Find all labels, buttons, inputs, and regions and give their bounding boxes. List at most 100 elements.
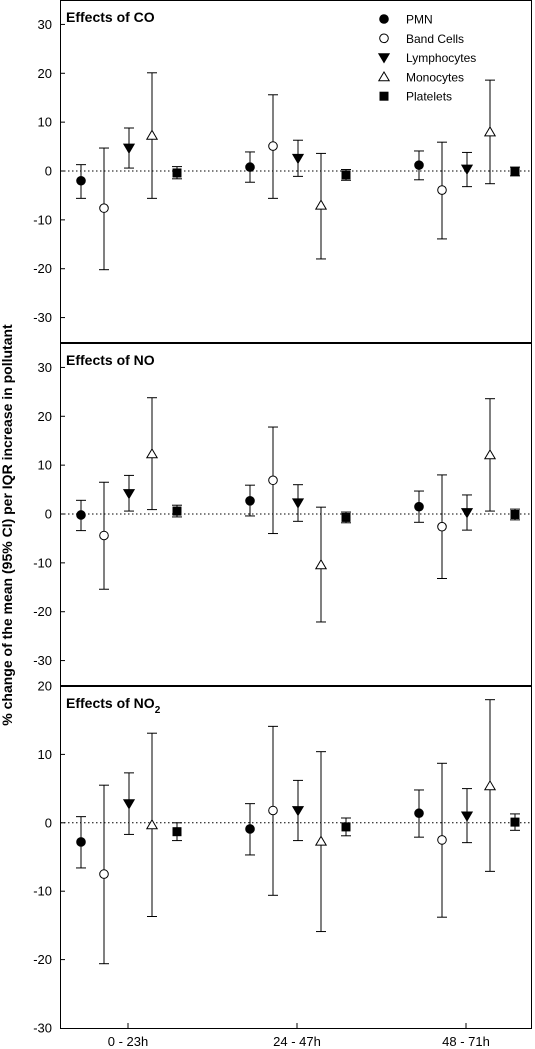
panel-title: Effects of CO: [66, 9, 155, 25]
x-tick-label: 48 - 71h: [442, 1034, 490, 1049]
band-cells-marker: [99, 530, 109, 541]
y-tick-label: -10: [33, 555, 52, 570]
platelets-marker: [172, 827, 182, 837]
legend-band-cells-marker: [379, 33, 389, 44]
data-point: [268, 94, 278, 199]
platelets-marker: [341, 170, 351, 180]
data-point: [268, 725, 278, 896]
lymphocytes-marker: [291, 153, 305, 165]
platelets-marker: [341, 822, 351, 832]
legend-lymphocytes-marker: [377, 53, 391, 64]
pmn-marker: [414, 808, 424, 819]
data-point: [510, 508, 520, 521]
data-point: [291, 484, 305, 522]
data-point: [172, 504, 182, 518]
lymphocytes-marker: [122, 143, 136, 154]
data-point: [460, 151, 474, 188]
data-point: [437, 474, 447, 579]
monocytes-marker: [314, 558, 328, 570]
platelets-marker: [510, 509, 520, 519]
legend-entry: Monocytes: [377, 70, 464, 84]
y-tick-label: 30: [38, 17, 52, 32]
data-point: [245, 484, 255, 517]
lymphocytes-marker: [122, 489, 136, 500]
y-tick-label: 20: [38, 66, 52, 81]
panel-3: -20 -10 0 10 -30 20 Effects of NO2: [33, 679, 532, 1036]
panel-frame: [60, 686, 532, 1029]
platelets-marker: [510, 166, 520, 176]
data-point: [414, 150, 424, 181]
data-point: [99, 481, 109, 590]
monocytes-marker: [145, 447, 159, 459]
data-point: [314, 506, 328, 623]
lymphocytes-marker: [460, 164, 474, 175]
legend-entry: PMN: [379, 13, 433, 27]
x-tick-label: 24 - 47h: [273, 1034, 321, 1049]
data-point: [172, 822, 182, 842]
monocytes-marker: [483, 448, 497, 460]
band-cells-marker: [99, 869, 109, 879]
legend-pmn-marker: [379, 14, 389, 24]
lymphocytes-marker: [460, 508, 474, 519]
pmn-marker: [414, 160, 424, 170]
y-tick-label: -30: [33, 310, 52, 325]
data-point: [99, 784, 109, 965]
monocytes-marker: [483, 779, 497, 791]
panels-layer: -30 -20 -10 0 10 20 30 Effects of CO -30 -20 -10 0 1…: [33, 0, 532, 1049]
data-point: [341, 511, 351, 524]
data-point: [437, 762, 447, 918]
legend-label: Platelets: [406, 90, 452, 104]
data-point: [510, 813, 520, 831]
y-tick-label: 10: [38, 458, 52, 473]
monocytes-marker: [145, 129, 159, 140]
data-point: [122, 772, 136, 835]
data-point: [341, 817, 351, 837]
data-point: [76, 816, 86, 869]
y-tick-label: -30: [33, 653, 52, 668]
legend: PMN Band Cells Lymphocytes Monocytes Platele…: [377, 13, 476, 104]
pmn-marker: [76, 175, 86, 186]
band-cells-marker: [437, 185, 447, 195]
data-point: [145, 732, 159, 918]
band-cells-marker: [437, 521, 447, 532]
lymphocytes-marker: [291, 806, 305, 817]
platelets-marker: [172, 168, 182, 178]
monocytes-marker: [483, 125, 497, 137]
platelets-marker: [341, 512, 351, 522]
y-tick-label: 30: [38, 360, 52, 375]
legend-label: Monocytes: [406, 70, 464, 84]
y-tick-label: -10: [33, 884, 52, 899]
y-tick-label: 20: [38, 679, 52, 694]
data-point: [341, 169, 351, 181]
panel-title: Effects of NO: [66, 352, 155, 368]
y-axis-label: % change of the mean (95% CI) per IQR in…: [0, 324, 15, 726]
y-tick-label: 0: [45, 507, 52, 522]
y-tick-label: -20: [33, 261, 52, 276]
data-point: [483, 699, 497, 872]
data-point: [314, 751, 328, 933]
legend-label: Lymphocytes: [406, 51, 476, 65]
data-point: [414, 789, 424, 838]
x-tick-label: 0 - 23h: [108, 1034, 148, 1049]
band-cells-marker: [268, 475, 278, 486]
panel-1: -30 -20 -10 0 10 20 30 Effects of CO: [33, 0, 532, 343]
y-tick-label: 0: [45, 815, 52, 830]
legend-platelets-marker: [379, 91, 389, 101]
data-point: [291, 139, 305, 177]
platelets-marker: [172, 506, 182, 516]
platelets-marker: [510, 817, 520, 827]
panel-2: -30 -20 -10 0 10 20 30 Effects of NO: [33, 343, 532, 686]
pmn-marker: [414, 501, 424, 512]
y-tick-label: -10: [33, 212, 52, 227]
data-point: [510, 166, 520, 177]
monocytes-marker: [314, 199, 328, 210]
monocytes-marker: [145, 818, 159, 830]
data-point: [76, 164, 86, 199]
data-point: [99, 147, 109, 271]
data-point: [460, 494, 474, 531]
band-cells-marker: [268, 141, 278, 151]
data-point: [483, 398, 497, 512]
lymphocytes-marker: [460, 811, 474, 822]
lymphocytes-marker: [122, 799, 136, 810]
